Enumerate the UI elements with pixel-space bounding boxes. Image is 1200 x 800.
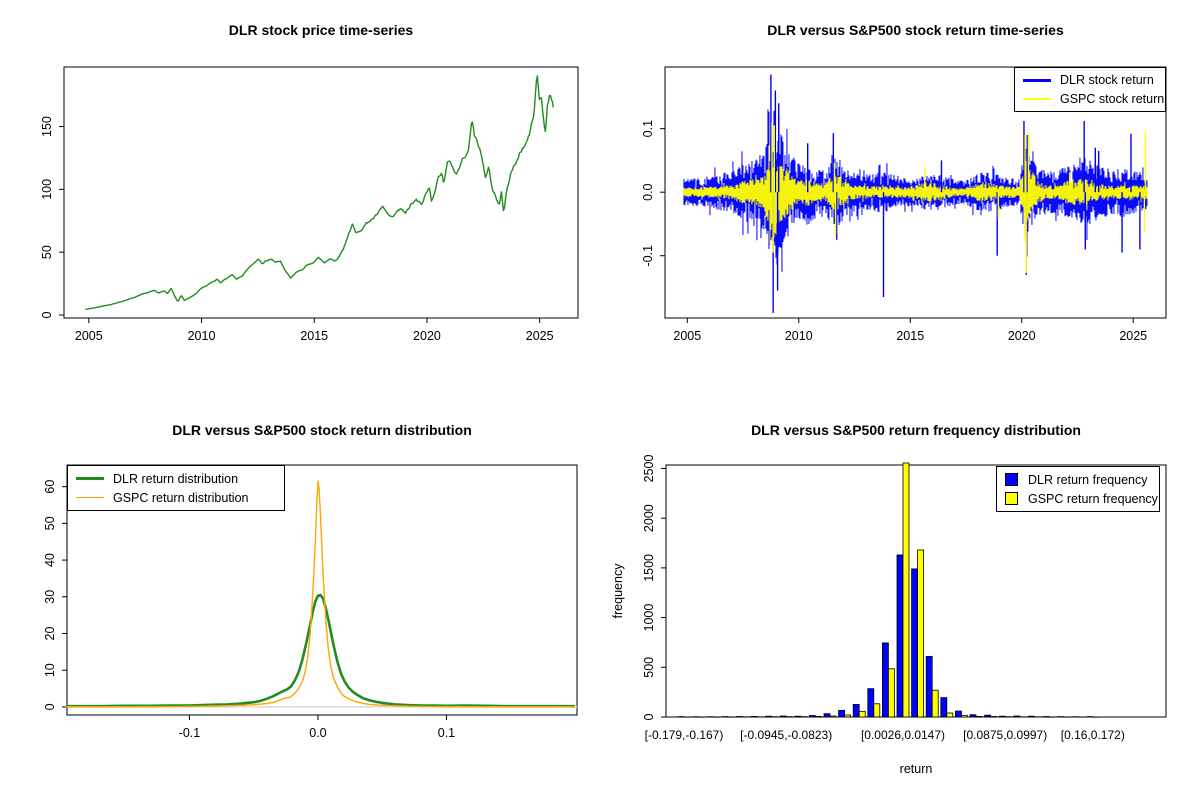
svg-text:frequency: frequency [611, 563, 625, 619]
gspc-density-line-swatch [76, 496, 104, 499]
svg-text:2010: 2010 [188, 329, 216, 343]
chart-title-price: DLR stock price time-series [228, 22, 414, 38]
legend-item: GSPC return distribution [76, 489, 276, 506]
svg-text:100: 100 [40, 179, 54, 200]
svg-text:2500: 2500 [642, 455, 656, 483]
svg-text:[0.16,0.172): [0.16,0.172) [1061, 728, 1125, 742]
panel-histogram: 0 500 1000 1500 2000 2500 frequency return [-0.1… [600, 400, 1200, 800]
svg-text:2005: 2005 [673, 329, 701, 343]
svg-text:[-0.0945,-0.0823): [-0.0945,-0.0823) [740, 728, 832, 742]
svg-text:2025: 2025 [526, 329, 554, 343]
svg-text:1500: 1500 [642, 554, 656, 582]
svg-text:[-0.179,-0.167): [-0.179,-0.167) [645, 728, 724, 742]
dlr-frequency-square-swatch [1005, 473, 1018, 486]
dlr-density-line-swatch [76, 477, 104, 480]
panel-price: 2005 2010 2015 2020 2025 0 50 100 150 DLR stock … [0, 0, 600, 400]
svg-text:2005: 2005 [75, 329, 103, 343]
panel-returns: 2005 2010 2015 2020 2025 -0.1 0.0 0.1 DLR versu… [600, 0, 1200, 400]
legend-label: GSPC return distribution [113, 490, 249, 505]
legend-label: DLR stock return [1060, 73, 1154, 88]
svg-text:150: 150 [40, 116, 54, 137]
svg-text:2015: 2015 [300, 329, 328, 343]
svg-text:2015: 2015 [896, 329, 924, 343]
svg-text:-0.1: -0.1 [641, 245, 655, 267]
svg-text:0: 0 [40, 311, 54, 318]
legend-item: DLR return frequency [1005, 471, 1151, 488]
svg-text:2020: 2020 [1008, 329, 1036, 343]
svg-text:0: 0 [43, 703, 57, 710]
svg-text:2025: 2025 [1119, 329, 1147, 343]
gspc-frequency-square-swatch [1005, 492, 1018, 505]
legend-returns: DLR stock return GSPC stock return [1014, 67, 1166, 112]
chart-title-density: DLR versus S&P500 stock return distribut… [172, 422, 472, 438]
dlr-return-line-swatch [1023, 78, 1051, 82]
svg-text:40: 40 [43, 553, 57, 567]
legend-item: DLR return distribution [76, 470, 276, 487]
legend-histogram: DLR return frequency GSPC return frequen… [996, 466, 1160, 512]
svg-text:20: 20 [43, 627, 57, 641]
svg-text:50: 50 [43, 516, 57, 530]
svg-text:0.0: 0.0 [309, 726, 326, 740]
histogram-plot: 0 500 1000 1500 2000 2500 frequency return [-0.1… [611, 455, 1167, 776]
svg-text:[0.0026,0.0147): [0.0026,0.0147) [861, 728, 945, 742]
svg-text:1000: 1000 [642, 604, 656, 632]
svg-text:10: 10 [43, 663, 57, 677]
legend-item: DLR stock return [1023, 72, 1157, 89]
svg-text:2000: 2000 [642, 504, 656, 532]
svg-text:-0.1: -0.1 [179, 726, 201, 740]
chart-title-returns: DLR versus S&P500 stock return time-seri… [767, 22, 1064, 38]
legend-item: GSPC return frequency [1005, 490, 1158, 507]
price-plot: 2005 2010 2015 2020 2025 0 50 100 150 [40, 66, 579, 343]
legend-label: GSPC stock return [1060, 91, 1165, 106]
svg-text:2010: 2010 [785, 329, 813, 343]
svg-text:[0.0875,0.0997): [0.0875,0.0997) [963, 728, 1047, 742]
svg-text:return: return [900, 762, 933, 776]
svg-text:0.1: 0.1 [438, 726, 455, 740]
legend-density: DLR return distribution GSPC return dist… [67, 465, 285, 511]
svg-text:60: 60 [43, 480, 57, 494]
svg-text:0: 0 [642, 713, 656, 720]
svg-text:500: 500 [642, 657, 656, 678]
legend-label: DLR return distribution [113, 471, 239, 486]
svg-text:0.1: 0.1 [641, 120, 655, 137]
legend-label: GSPC return frequency [1028, 491, 1158, 506]
svg-text:30: 30 [43, 590, 57, 604]
svg-text:2020: 2020 [413, 329, 441, 343]
returns-plot: 2005 2010 2015 2020 2025 -0.1 0.0 0.1 [641, 66, 1167, 343]
svg-text:50: 50 [40, 245, 54, 259]
svg-text:0.0: 0.0 [641, 183, 655, 200]
density-plot: -0.1 0.0 0.1 0 10 20 30 40 50 60 [43, 464, 578, 740]
panel-density: -0.1 0.0 0.1 0 10 20 30 40 50 60 DLR versus S&P50… [0, 400, 600, 800]
gspc-return-line-swatch [1023, 98, 1051, 100]
chart-title-histogram: DLR versus S&P500 return frequency distr… [751, 422, 1081, 438]
legend-item: GSPC stock return [1023, 91, 1164, 108]
legend-label: DLR return frequency [1028, 472, 1148, 487]
